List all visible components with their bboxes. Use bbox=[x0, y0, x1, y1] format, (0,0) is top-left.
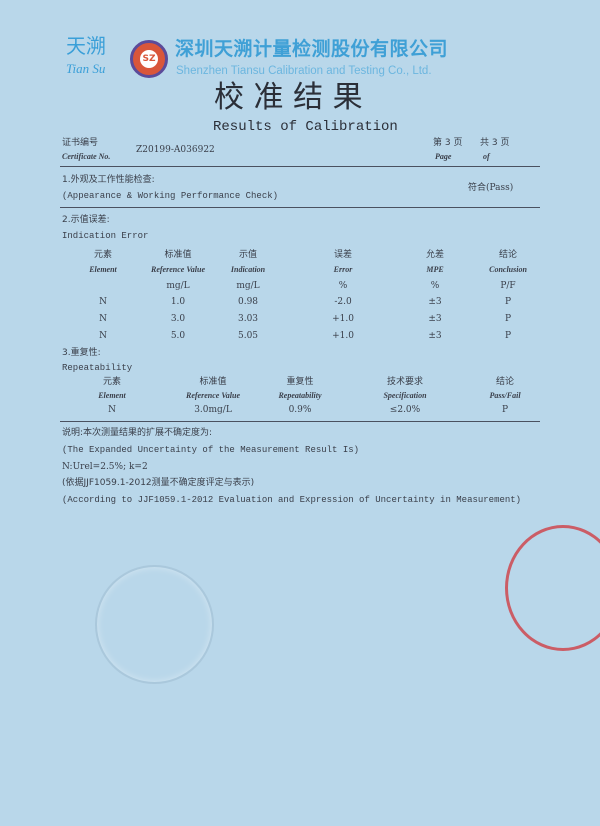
cert-label-en: Certificate No. bbox=[62, 152, 111, 161]
page-number-cn: 第 3 页 bbox=[433, 138, 463, 148]
table-cell: ≤2.0% bbox=[389, 405, 421, 415]
column-header-en: Reference Value bbox=[151, 265, 205, 274]
table-cell: ±3 bbox=[428, 297, 442, 307]
column-header-cn: 结论 bbox=[495, 377, 515, 387]
column-header-cn: 误差 bbox=[333, 250, 353, 260]
column-unit: mg/L bbox=[166, 281, 190, 291]
section1-title-en: (Appearance & Working Performance Check) bbox=[62, 191, 279, 201]
page-total-cn: 共 3 页 bbox=[480, 138, 510, 148]
table-cell: N bbox=[99, 331, 107, 341]
table-cell: P bbox=[504, 331, 512, 341]
company-name-en: Shenzhen Tiansu Calibration and Testing … bbox=[176, 65, 432, 77]
company-logo: SZ bbox=[130, 40, 168, 78]
column-header-cn: 结论 bbox=[498, 250, 518, 260]
section2-title-en: Indication Error bbox=[62, 231, 149, 241]
table-cell: N bbox=[99, 297, 107, 307]
divider bbox=[60, 207, 540, 208]
table-cell: +1.0 bbox=[332, 331, 354, 341]
column-header-en: Pass/Fail bbox=[489, 391, 521, 400]
column-header-en: Reference Value bbox=[186, 391, 240, 400]
column-header-cn: 技术要求 bbox=[386, 377, 424, 387]
table-cell: 5.05 bbox=[237, 331, 259, 341]
section1-result: 符合(Pass) bbox=[468, 183, 514, 193]
logo-text: SZ bbox=[140, 50, 158, 68]
cert-number: Z20199-A036922 bbox=[136, 145, 215, 155]
of-label-en: of bbox=[483, 152, 490, 161]
table-cell: 0.98 bbox=[237, 297, 259, 307]
note-line-5: (According to JJF1059.1-2012 Evaluation … bbox=[62, 495, 522, 505]
section3-title-cn: 3.重复性: bbox=[62, 348, 101, 358]
brand-cn: 天溯 bbox=[66, 34, 106, 58]
table-cell: N bbox=[108, 405, 116, 415]
column-header-en: Conclusion bbox=[489, 265, 527, 274]
column-unit: P/F bbox=[500, 281, 516, 291]
column-header-en: Element bbox=[89, 265, 117, 274]
brand-en: Tian Su bbox=[66, 61, 106, 76]
table-cell: 3.03 bbox=[237, 314, 259, 324]
table-cell: 3.0mg/L bbox=[194, 405, 232, 415]
table-cell: P bbox=[501, 405, 509, 415]
column-header-cn: 元素 bbox=[102, 377, 122, 387]
column-header-cn: 标准值 bbox=[199, 377, 227, 387]
red-company-stamp bbox=[505, 525, 600, 651]
table-cell: ±3 bbox=[428, 331, 442, 341]
table-cell: 3.0 bbox=[170, 314, 186, 324]
column-header-cn: 元素 bbox=[93, 250, 113, 260]
column-header-cn: 标准值 bbox=[164, 250, 192, 260]
column-unit: % bbox=[430, 281, 440, 291]
table-cell: N bbox=[99, 314, 107, 324]
title-cn: 校 准 结 果 bbox=[214, 80, 363, 115]
column-unit: mg/L bbox=[236, 281, 260, 291]
table-cell: P bbox=[504, 297, 512, 307]
table-cell: P bbox=[504, 314, 512, 324]
table-cell: -2.0 bbox=[334, 297, 352, 307]
divider bbox=[60, 166, 540, 167]
table-cell: 5.0 bbox=[170, 331, 186, 341]
note-line-4: (依据JJF1059.1-2012测量不确定度评定与表示) bbox=[62, 478, 255, 488]
column-header-cn: 重复性 bbox=[286, 377, 314, 387]
column-header-cn: 示值 bbox=[238, 250, 258, 260]
column-header-en: Indication bbox=[230, 265, 266, 274]
company-name-cn: 深圳天溯计量检测股份有限公司 bbox=[175, 38, 449, 60]
note-line-2: (The Expanded Uncertainty of the Measure… bbox=[62, 445, 360, 455]
note-line-1: 说明:本次测量结果的扩展不确定度为: bbox=[62, 428, 213, 438]
table-cell: +1.0 bbox=[332, 314, 354, 324]
column-header-en: MPE bbox=[426, 265, 444, 274]
column-header-en: Specification bbox=[383, 391, 427, 400]
column-unit: % bbox=[338, 281, 348, 291]
table-cell: 1.0 bbox=[170, 297, 186, 307]
section3-title-en: Repeatability bbox=[62, 363, 133, 373]
column-header-cn: 允差 bbox=[425, 250, 445, 260]
note-line-3: N:Urel=2.5%; k=2 bbox=[62, 462, 148, 472]
embossed-seal bbox=[95, 565, 214, 684]
divider bbox=[60, 421, 540, 422]
column-header-en: Element bbox=[98, 391, 126, 400]
column-header-en: Error bbox=[333, 265, 353, 274]
table-cell: 0.9% bbox=[288, 405, 312, 415]
section2-title-cn: 2.示值误差: bbox=[62, 215, 110, 225]
page-label-en: Page bbox=[435, 152, 452, 161]
table-cell: ±3 bbox=[428, 314, 442, 324]
cert-label-cn: 证书编号 bbox=[62, 138, 99, 148]
section1-title-cn: 1.外观及工作性能检查: bbox=[62, 175, 155, 185]
column-header-en: Repeatability bbox=[278, 391, 322, 400]
title-en: Results of Calibration bbox=[213, 119, 398, 135]
